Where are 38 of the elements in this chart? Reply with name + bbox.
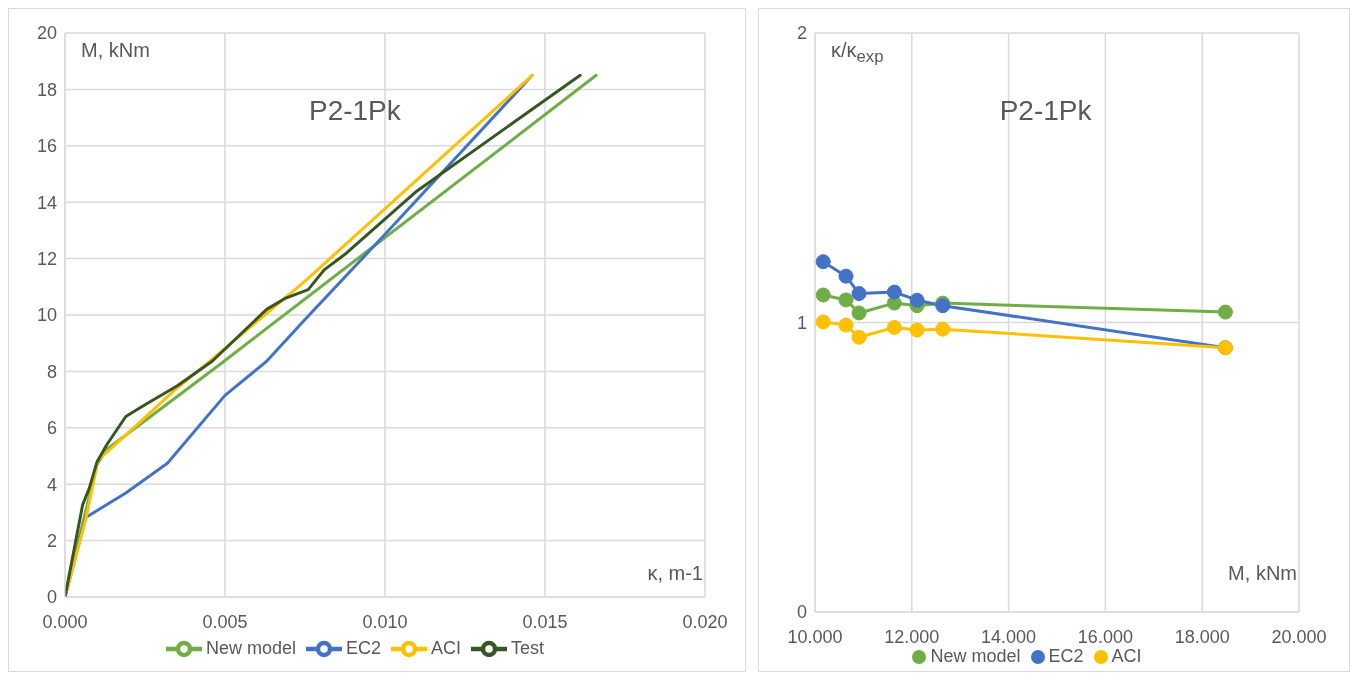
x-tick-label: 0.015 bbox=[522, 611, 568, 632]
x-axis-title: κ, m-1 bbox=[647, 562, 703, 585]
legend-label: New model bbox=[205, 637, 296, 658]
y-tick-label: 1 bbox=[796, 312, 807, 333]
y-tick-label: 18 bbox=[36, 79, 57, 100]
x-tick-label: 14.000 bbox=[981, 626, 1037, 647]
x-tick-label: 16.000 bbox=[1077, 626, 1133, 647]
x-tick-label: 20.000 bbox=[1271, 626, 1327, 647]
y-tick-label: 4 bbox=[46, 474, 57, 495]
y-tick-label: 2 bbox=[46, 530, 57, 551]
x-tick-label: 0.000 bbox=[42, 611, 88, 632]
y-tick-label: 16 bbox=[36, 136, 57, 157]
x-tick-label: 0.005 bbox=[202, 611, 248, 632]
x-tick-label: 18.000 bbox=[1174, 626, 1230, 647]
y-axis-title: M, kNm bbox=[81, 39, 150, 62]
legend-label: New model bbox=[930, 646, 1021, 666]
y-tick-label: 12 bbox=[36, 248, 57, 269]
x-tick-label: 0.020 bbox=[682, 611, 728, 632]
y-tick-label: 20 bbox=[36, 23, 57, 44]
y-tick-label: 0 bbox=[796, 602, 807, 623]
legend-label: ACI bbox=[1111, 646, 1142, 666]
y-tick-label: 8 bbox=[46, 361, 57, 382]
legend-label: EC2 bbox=[1048, 646, 1084, 666]
y-tick-label: 6 bbox=[46, 418, 57, 439]
legend-label: EC2 bbox=[346, 637, 382, 658]
y-axis-title: κ/κ$_{exp}$ bbox=[831, 39, 884, 67]
y-tick-label: 2 bbox=[796, 23, 807, 44]
x-axis-title: M, kNm bbox=[1228, 562, 1297, 585]
y-tick-label: 0 bbox=[46, 587, 57, 608]
text: P2-1Pk bbox=[308, 95, 401, 128]
legend-label: ACI bbox=[431, 637, 462, 658]
y-tick-label: 14 bbox=[36, 192, 57, 213]
x-tick-label: 10.000 bbox=[787, 626, 843, 647]
x-tick-label: 0.010 bbox=[362, 611, 408, 632]
text: P2-1Pk bbox=[999, 95, 1092, 128]
x-tick-label: 12.000 bbox=[884, 626, 940, 647]
legend-label: Test bbox=[511, 637, 545, 658]
y-tick-label: 10 bbox=[36, 305, 57, 326]
